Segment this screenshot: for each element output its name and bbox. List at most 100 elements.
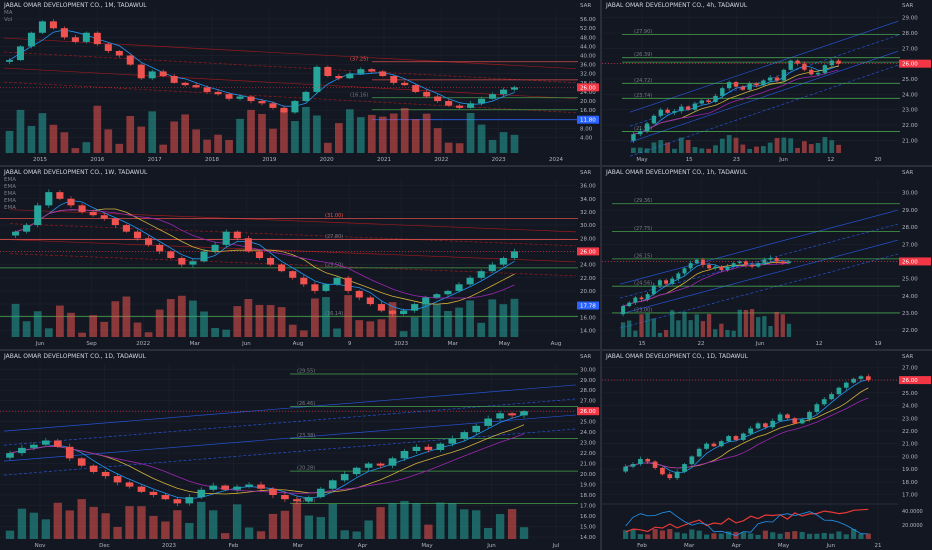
candle-body[interactable]	[45, 192, 53, 206]
candle-body[interactable]	[508, 413, 516, 416]
candle-body[interactable]	[335, 76, 343, 79]
candle-body[interactable]	[777, 414, 783, 421]
candle-body[interactable]	[692, 103, 698, 110]
candle-body[interactable]	[111, 218, 119, 226]
candle-body[interactable]	[178, 258, 186, 265]
candle-body[interactable]	[137, 64, 145, 79]
candle-body[interactable]	[255, 251, 264, 258]
candle-body[interactable]	[756, 263, 761, 267]
candle-body[interactable]	[145, 238, 153, 245]
candle-body[interactable]	[623, 466, 629, 472]
candle-body[interactable]	[774, 77, 780, 81]
candle-body[interactable]	[466, 277, 474, 285]
candle-body[interactable]	[658, 109, 663, 116]
candle-body[interactable]	[211, 244, 219, 252]
candle-body[interactable]	[300, 277, 308, 285]
candle-body[interactable]	[189, 261, 197, 265]
candle-body[interactable]	[173, 499, 182, 504]
candle-body[interactable]	[269, 103, 277, 108]
candle-body[interactable]	[305, 497, 313, 502]
candle-body[interactable]	[38, 21, 46, 33]
candle-body[interactable]	[737, 261, 742, 264]
candle-body[interactable]	[696, 448, 702, 457]
indicator-legend-item[interactable]: EMA	[4, 191, 16, 197]
candle-body[interactable]	[214, 91, 222, 95]
candle-body[interactable]	[843, 382, 849, 388]
chart-panel-4h[interactable]: (27.90) (26.39) (24.72) (23.74) (21.58) 21.00…	[602, 0, 932, 165]
chart-panel-daily-oscillator[interactable]: 40.0000 20.0000 17.00 18.00 19.00 20.00 21.00 2…	[602, 351, 932, 550]
candle-body[interactable]	[101, 471, 110, 477]
candle-body[interactable]	[672, 111, 677, 113]
candle-body[interactable]	[520, 411, 528, 416]
candle-body[interactable]	[674, 471, 680, 479]
candle-body[interactable]	[185, 497, 194, 504]
candle-body[interactable]	[291, 101, 299, 113]
candle-body[interactable]	[651, 115, 657, 124]
candle-body[interactable]	[445, 101, 453, 106]
candle-body[interactable]	[836, 387, 842, 395]
candle-body[interactable]	[293, 499, 301, 502]
candle-body[interactable]	[799, 419, 805, 424]
candle-body[interactable]	[718, 441, 724, 447]
indicator-legend-item[interactable]: EMA	[4, 198, 16, 204]
candle-body[interactable]	[699, 100, 704, 104]
candle-body[interactable]	[706, 100, 711, 102]
candle-body[interactable]	[707, 264, 712, 269]
chart-canvas[interactable]: (29.55)(26.46)(23.38)(20.28)(17.19)14.00…	[0, 351, 600, 550]
candle-body[interactable]	[836, 60, 841, 64]
candle-body[interactable]	[633, 297, 638, 303]
candle-body[interactable]	[266, 258, 275, 265]
candle-body[interactable]	[763, 423, 768, 428]
candle-body[interactable]	[652, 461, 658, 468]
candle-body[interactable]	[156, 244, 164, 252]
candle-body[interactable]	[768, 258, 773, 260]
candle-body[interactable]	[56, 192, 64, 199]
candle-body[interactable]	[733, 436, 739, 440]
candle-body[interactable]	[748, 428, 754, 434]
candle-body[interactable]	[340, 474, 349, 481]
candle-body[interactable]	[682, 464, 687, 472]
candle-body[interactable]	[89, 465, 98, 472]
candle-body[interactable]	[436, 443, 445, 450]
candle-body[interactable]	[689, 456, 695, 465]
candle-body[interactable]	[412, 446, 421, 451]
candle-body[interactable]	[65, 446, 74, 459]
candle-body[interactable]	[731, 263, 736, 267]
candle-body[interactable]	[233, 486, 241, 490]
candle-body[interactable]	[313, 66, 321, 92]
candle-body[interactable]	[499, 258, 507, 265]
candle-body[interactable]	[510, 87, 519, 90]
candle-body[interactable]	[236, 96, 244, 99]
candle-body[interactable]	[664, 280, 669, 284]
candle-body[interactable]	[388, 458, 397, 466]
candle-body[interactable]	[720, 88, 725, 96]
candle-body[interactable]	[422, 297, 430, 305]
candle-body[interactable]	[181, 82, 189, 86]
divider-horizontal-1[interactable]	[0, 165, 932, 167]
candle-body[interactable]	[651, 285, 656, 295]
candle-body[interactable]	[258, 101, 266, 104]
candle-body[interactable]	[49, 21, 57, 29]
candle-body[interactable]	[660, 467, 665, 475]
candle-body[interactable]	[489, 94, 497, 99]
candle-body[interactable]	[93, 32, 101, 45]
candle-body[interactable]	[424, 446, 433, 450]
candle-body[interactable]	[477, 271, 485, 278]
candle-body[interactable]	[455, 284, 463, 291]
candle-body[interactable]	[645, 459, 651, 462]
candle-body[interactable]	[245, 484, 253, 487]
candle-body[interactable]	[115, 50, 123, 56]
candle-body[interactable]	[412, 85, 420, 92]
candle-body[interactable]	[257, 484, 265, 489]
candle-body[interactable]	[829, 394, 834, 400]
candle-body[interactable]	[344, 277, 352, 291]
candle-body[interactable]	[377, 304, 385, 311]
candle-body[interactable]	[53, 440, 62, 447]
candle-body[interactable]	[645, 294, 650, 300]
candle-body[interactable]	[100, 215, 108, 219]
candle-body[interactable]	[82, 32, 90, 42]
candle-body[interactable]	[104, 44, 112, 51]
candle-body[interactable]	[209, 485, 218, 490]
candle-body[interactable]	[478, 98, 486, 104]
candle-body[interactable]	[388, 310, 397, 314]
